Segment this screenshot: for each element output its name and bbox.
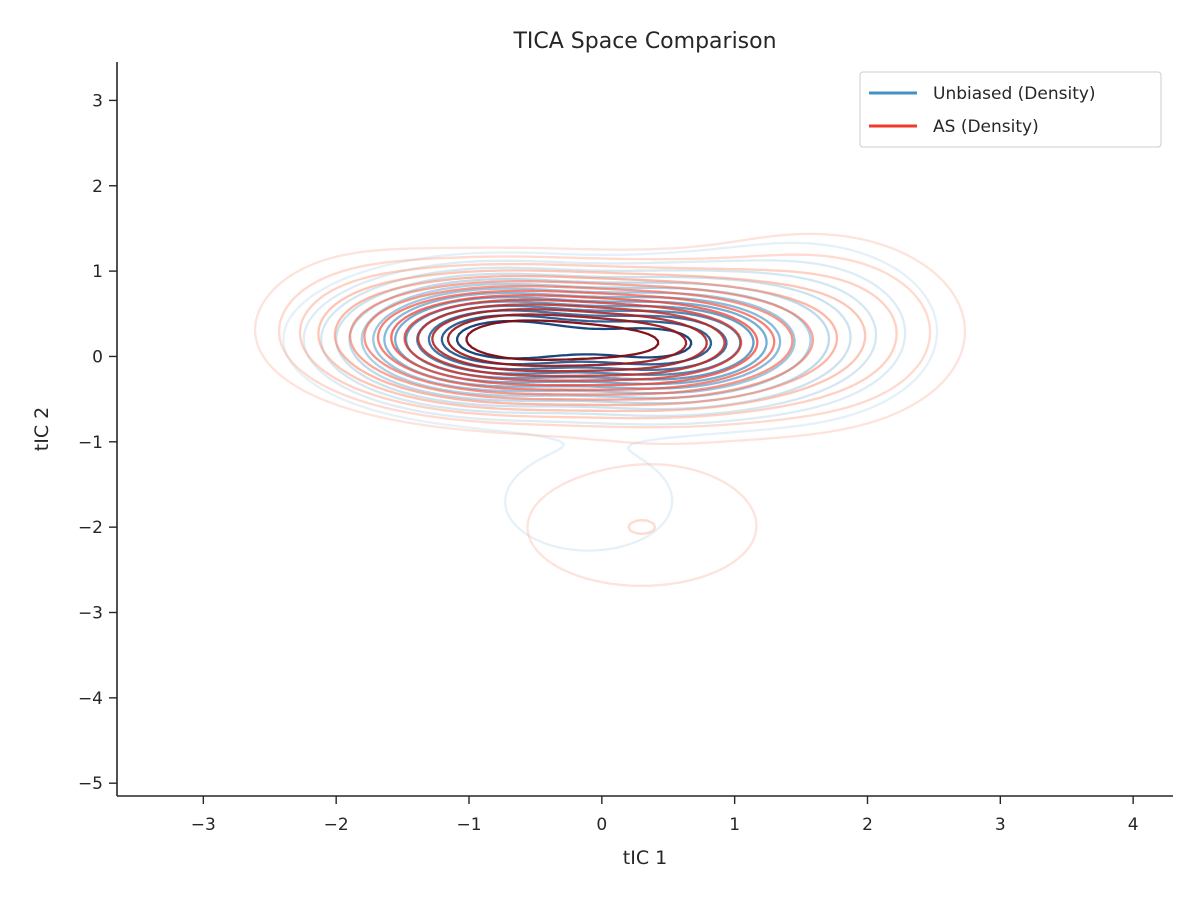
contour-line — [277, 253, 932, 536]
contour-series-1 — [253, 232, 967, 587]
contour-line — [416, 303, 726, 378]
x-axis-label: tIC 1 — [623, 847, 667, 869]
y-tick-label: −3 — [78, 604, 103, 624]
legend: Unbiased (Density) AS (Density) — [859, 71, 1162, 148]
contour-line — [298, 262, 898, 420]
contour-line — [253, 232, 967, 587]
y-tick-label: 2 — [92, 177, 103, 197]
contour-line — [376, 289, 776, 391]
contour-line — [390, 294, 759, 387]
y-tick-label: 0 — [92, 347, 103, 367]
contour-line — [465, 319, 660, 362]
x-ticks: −3 −2 −1 0 1 2 3 4 — [191, 796, 1139, 835]
x-tick-label: −1 — [456, 815, 481, 835]
contour-line — [333, 274, 839, 407]
legend-box — [859, 71, 1162, 148]
contour-line — [282, 241, 939, 552]
x-tick-label: 4 — [1128, 815, 1139, 835]
contour-line — [302, 259, 907, 426]
y-tick-label: 1 — [92, 262, 103, 282]
y-tick-label: −2 — [78, 518, 103, 538]
contour-line — [317, 269, 867, 413]
y-tick-label: −1 — [78, 433, 103, 453]
x-tick-label: 2 — [862, 815, 873, 835]
y-tick-label: 3 — [92, 91, 103, 111]
contour-line — [348, 280, 815, 401]
y-axis-label: tIC 2 — [31, 407, 53, 451]
contour-layer — [253, 232, 967, 587]
contour-line — [455, 319, 693, 360]
chart-title: TICA Space Comparison — [512, 29, 776, 54]
y-ticks: −5 −4 −3 −2 −1 0 1 2 3 — [78, 91, 117, 794]
x-tick-label: 0 — [596, 815, 607, 835]
contour-line — [320, 266, 878, 418]
x-tick-label: 1 — [729, 815, 740, 835]
legend-label-unbiased: Unbiased (Density) — [933, 84, 1096, 104]
contour-line — [363, 284, 794, 396]
x-tick-label: −3 — [191, 815, 216, 835]
contour-line — [446, 313, 688, 368]
legend-label-as: AS (Density) — [933, 117, 1039, 137]
contour-line — [403, 298, 743, 382]
x-tick-label: −2 — [324, 815, 349, 835]
y-tick-label: −4 — [78, 689, 103, 709]
x-tick-label: 3 — [995, 815, 1006, 835]
y-tick-label: −5 — [78, 774, 103, 794]
contour-line — [431, 308, 708, 373]
